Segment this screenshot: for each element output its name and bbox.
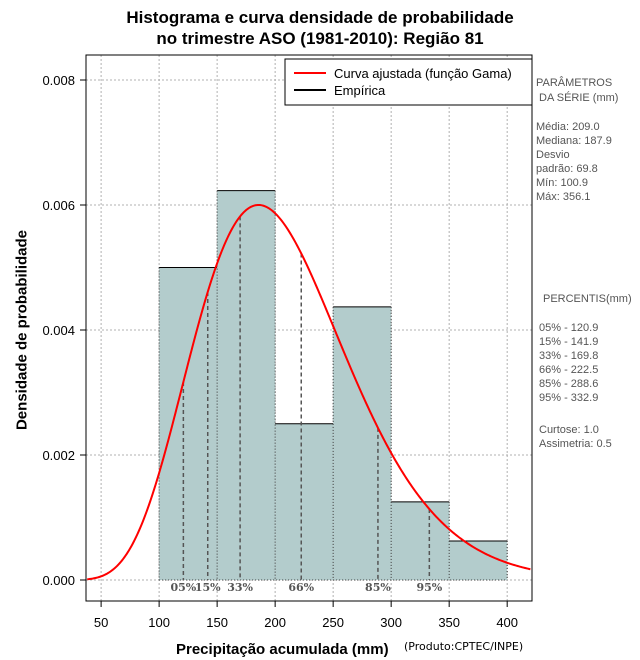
percentil-line: 66% - 222.5: [539, 364, 599, 376]
percentile-labels: 05%15% 33% 66% 85% 95%: [170, 581, 442, 594]
param-line: Mediana: 187.9: [536, 135, 612, 147]
histogram-bar: [159, 267, 218, 580]
param-line: padrão: 69.8: [536, 163, 598, 175]
x-tick-label: 150: [206, 615, 228, 630]
legend-label-empirical: Empírica: [334, 83, 386, 98]
percentil-line: 15% - 141.9: [539, 336, 599, 348]
x-tick-label: 400: [496, 615, 518, 630]
percentile-label: 66%: [288, 581, 314, 594]
x-axis-ticks: 50 100 150 200 250 300 350 400: [94, 601, 518, 630]
percentil-line: 95% - 332.9: [539, 392, 599, 404]
legend: Curva ajustada (função Gama) Empírica: [284, 58, 533, 106]
histogram-bar: [217, 190, 276, 580]
legend-label-curve: Curva ajustada (função Gama): [334, 66, 512, 81]
y-tick-label: 0.004: [42, 323, 75, 338]
x-tick-label: 250: [322, 615, 344, 630]
percentil-line: 05% - 120.9: [539, 322, 599, 334]
percentile-label: 95%: [416, 581, 442, 594]
histogram-bar: [275, 423, 334, 580]
chart-title-line-1: Histograma e curva densidade de probabil…: [126, 8, 514, 27]
y-axis-ticks: 0.000 0.002 0.004 0.006 0.008: [42, 73, 86, 588]
percentis-title: PERCENTIS(mm): [543, 293, 632, 305]
histogram-bar: [333, 306, 392, 580]
product-credit: (Produto:CPTEC/INPE): [404, 640, 524, 653]
y-axis-label: Densidade de probabilidade: [13, 229, 31, 431]
percentile-label: 15%: [195, 581, 221, 594]
series-params: Média: 209.0 Mediana: 187.9 Desvio padrã…: [536, 120, 612, 204]
percentile-label: 05%: [170, 581, 196, 594]
params-title-2: DA SÉRIE (mm): [539, 92, 619, 104]
skewness-line: Assimetria: 0.5: [539, 438, 612, 450]
x-tick-label: 200: [264, 615, 286, 630]
params-title-1: PARÂMETROS: [536, 77, 613, 89]
shape-stats: Curtose: 1.0 Assimetria: 0.5: [539, 423, 612, 451]
gamma-density-curve: [87, 203, 531, 581]
param-line: Desvio: [536, 149, 570, 161]
x-tick-label: 350: [438, 615, 460, 630]
percentil-line: 33% - 169.8: [539, 350, 599, 362]
x-tick-label: 100: [148, 615, 170, 630]
x-tick-label: 50: [94, 615, 108, 630]
y-tick-label: 0.002: [42, 448, 75, 463]
kurtosis-line: Curtose: 1.0: [539, 424, 599, 436]
legend-box: [284, 58, 533, 106]
chart-title-line-2: no trimestre ASO (1981-2010): Região 81: [156, 29, 484, 48]
histogram-bar: [449, 540, 508, 580]
histogram-bar: [391, 501, 450, 580]
x-axis-label: Precipitação acumulada (mm): [176, 641, 389, 658]
percentil-line: 85% - 288.6: [539, 378, 599, 390]
param-line: Mín: 100.9: [536, 177, 588, 189]
y-tick-label: 0.000: [42, 573, 75, 588]
percentis-list: 05% - 120.9 15% - 141.9 33% - 169.8 66% …: [539, 321, 598, 405]
y-tick-label: 0.006: [42, 198, 75, 213]
percentile-lines: [182, 216, 431, 580]
histogram-bars: [158, 190, 508, 581]
param-line: Máx: 356.1: [536, 191, 591, 203]
percentile-label: 85%: [365, 581, 391, 594]
percentile-label: 33%: [227, 581, 253, 594]
x-tick-label: 300: [380, 615, 402, 630]
param-line: Média: 209.0: [536, 121, 600, 133]
y-tick-label: 0.008: [42, 73, 75, 88]
plot-frame: [85, 54, 533, 602]
